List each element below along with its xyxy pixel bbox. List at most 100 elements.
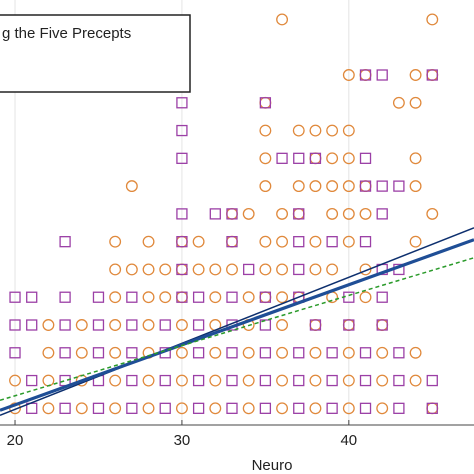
point [426,13,439,26]
point [92,291,105,303]
point [176,208,188,220]
point [359,152,372,164]
point [126,291,138,303]
point [259,180,272,193]
fit-line [0,227,474,416]
point [326,347,338,359]
point [259,124,272,137]
point [359,236,372,248]
point [376,180,388,192]
point [142,291,155,304]
point [209,208,221,220]
point [409,235,422,248]
point [126,374,138,387]
point [326,180,339,193]
point [342,207,355,220]
point [109,402,122,415]
point [192,319,205,331]
point [42,346,55,359]
point [126,402,138,414]
point [393,347,405,359]
point [175,319,188,331]
point [9,374,21,387]
point [75,346,88,359]
point [209,346,222,359]
point [259,263,272,276]
point [209,402,222,415]
point [176,124,188,137]
point [276,319,289,331]
point [192,263,205,276]
point [326,152,339,165]
point [26,291,38,303]
x-axis-label: Neuro [252,457,293,474]
point [209,374,222,387]
point [109,374,122,387]
point [242,374,255,387]
point [376,346,389,359]
point [142,235,155,248]
point [359,374,372,387]
point [309,374,322,387]
point [376,208,388,220]
point [159,291,172,304]
point [176,97,188,109]
point [26,374,38,387]
point [159,319,171,331]
point [409,180,422,193]
point [309,124,322,137]
x-tick-label: 20 [7,432,24,449]
point [175,374,188,387]
point [309,319,322,331]
point [359,263,372,276]
point [9,319,21,331]
point [259,402,272,414]
point [92,319,105,331]
point [276,346,289,359]
point [309,402,322,415]
point [309,180,322,193]
point [409,152,422,165]
point [276,207,289,220]
point [342,402,355,415]
point [376,319,388,331]
point [75,402,88,415]
point [142,374,155,387]
point [59,236,71,248]
point [175,346,188,359]
point [125,180,138,193]
point [309,263,322,276]
point [109,235,122,248]
point [293,402,305,414]
point [192,347,205,359]
point [293,208,305,220]
point [243,263,255,276]
point [159,402,171,414]
point [242,402,255,415]
point [126,347,138,359]
point [192,291,205,303]
point [342,152,355,165]
point [242,207,255,220]
point [42,319,55,331]
point [343,319,355,331]
point [376,402,389,415]
point [42,402,55,415]
point [409,374,422,387]
point [109,263,122,276]
point [342,374,355,387]
point [376,291,388,303]
point [409,96,422,109]
point [226,402,238,414]
point [259,235,272,248]
point [59,319,71,331]
point [259,291,272,303]
point [359,207,372,220]
point [159,263,172,276]
point [26,319,38,331]
point [293,263,305,276]
point [126,319,138,331]
point [59,291,71,303]
point [192,235,205,248]
